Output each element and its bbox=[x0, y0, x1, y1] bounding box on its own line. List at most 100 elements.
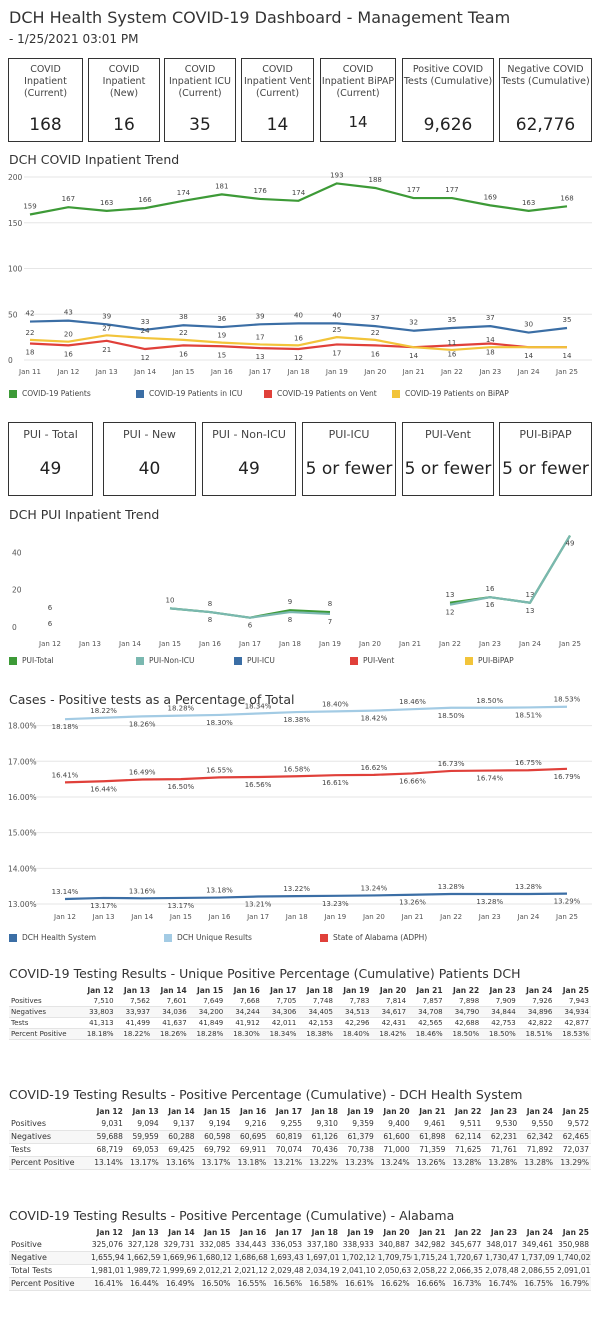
legend-swatch bbox=[350, 656, 358, 665]
pui-total-card: PUI - Total 49 bbox=[8, 422, 93, 496]
table-cell: 18.26% bbox=[152, 1028, 189, 1040]
table-cell: 13.16% bbox=[160, 1156, 197, 1170]
column-header: Jan 16 bbox=[239, 1107, 267, 1116]
legend-pui-icu: PUI-ICU bbox=[234, 656, 275, 665]
column-header: Jan 23 bbox=[489, 986, 516, 995]
legend-swatch bbox=[392, 389, 400, 398]
data-label: 174 bbox=[177, 189, 191, 197]
data-label: 16.75% bbox=[515, 759, 542, 767]
inpatient-trend-chart: 0 50 100 150 200 Jan 11 Jan 12 Jan 13 Jan 14 Jan … bbox=[8, 171, 592, 376]
table-alabama-title: COVID-19 Testing Results - Positive Perc… bbox=[9, 1208, 455, 1223]
legend-label: State of Alabama (ADPH) bbox=[333, 933, 428, 942]
data-label: 17 bbox=[256, 333, 265, 341]
x-tick-label: Jan 24 bbox=[516, 913, 539, 921]
table-row: Positives 7,510 7,562 7,601 7,649 7,668 7,705 7… bbox=[9, 996, 591, 1007]
table-cell: 34,896 bbox=[517, 1006, 555, 1018]
table-cell: 2,012,213 bbox=[196, 1264, 233, 1278]
column-header: Jan 20 bbox=[379, 986, 407, 995]
data-label: 16.61% bbox=[322, 779, 349, 787]
data-label: 16.73% bbox=[438, 760, 465, 768]
data-label: 13.26% bbox=[399, 899, 426, 907]
kpi-inpatient-current: COVID Inpatient (Current) 168 bbox=[8, 58, 83, 142]
kpi-label: PUI - New bbox=[123, 428, 176, 441]
data-label: 8 bbox=[208, 600, 212, 608]
series-line bbox=[29, 339, 567, 351]
legend-vent: COVID-19 Patients on Vent bbox=[264, 389, 377, 398]
kpi-label: PUI-ICU bbox=[328, 428, 370, 441]
x-tick-label: Jan 16 bbox=[210, 368, 233, 376]
data-label: 16 bbox=[64, 350, 73, 358]
data-label: 22 bbox=[371, 329, 380, 337]
row-label: Percent Positive bbox=[9, 1028, 79, 1040]
table-cell: 13.21% bbox=[268, 1156, 305, 1170]
data-label: 18 bbox=[26, 349, 35, 357]
data-label: 163 bbox=[100, 199, 113, 207]
legend-swatch bbox=[9, 933, 17, 942]
table-cell: 41,499 bbox=[115, 1017, 153, 1029]
table-cell: 13.14% bbox=[89, 1156, 125, 1170]
y-tick-label: 20 bbox=[12, 586, 22, 595]
table-cell: 16.79% bbox=[554, 1277, 591, 1291]
data-label: 188 bbox=[369, 176, 382, 184]
table-cell: 7,857 bbox=[408, 996, 445, 1007]
data-label: 39 bbox=[102, 312, 111, 320]
x-tick-label: Jan 25 bbox=[558, 640, 581, 648]
column-header: Jan 16 bbox=[233, 986, 260, 995]
data-label: 13.18% bbox=[206, 887, 233, 895]
table-cell: 1,693,435 bbox=[268, 1251, 305, 1265]
table-cell: 13.28% bbox=[483, 1156, 520, 1170]
table-cell: 18.53% bbox=[554, 1028, 591, 1040]
table-cell: 34,244 bbox=[225, 1006, 262, 1018]
table-cell: 13.17% bbox=[124, 1156, 161, 1170]
data-label: 18.53% bbox=[554, 696, 581, 704]
column-header: Jan 17 bbox=[270, 986, 297, 995]
table-cell: 348,017 bbox=[483, 1239, 520, 1252]
column-header: Jan 19 bbox=[347, 1228, 374, 1237]
table-cell: 18.34% bbox=[261, 1028, 299, 1040]
column-header: Jan 13 bbox=[123, 986, 151, 995]
table-cell: 69,911 bbox=[232, 1143, 269, 1157]
x-tick-label: Jan 20 bbox=[363, 368, 386, 376]
table-cell: 16.50% bbox=[196, 1277, 233, 1291]
table-cell: 7,562 bbox=[115, 996, 153, 1007]
x-tick-label: Jan 20 bbox=[358, 640, 381, 648]
x-tick-label: Jan 22 bbox=[438, 640, 461, 648]
table-cell: 13.17% bbox=[196, 1156, 233, 1170]
table-cell: 9,550 bbox=[519, 1118, 555, 1131]
data-label: 10 bbox=[166, 596, 175, 604]
table-cell: 13.23% bbox=[339, 1156, 376, 1170]
legend-label: PUI-Vent bbox=[363, 656, 395, 665]
x-tick-label: Jan 22 bbox=[439, 913, 462, 921]
data-label: 18.40% bbox=[322, 700, 349, 708]
table-cell: 2,021,123 bbox=[232, 1264, 269, 1278]
table-row: Percent Positive 16.41% 16.44% 16.49% 16.50%… bbox=[9, 1277, 591, 1291]
data-label: 12 bbox=[294, 354, 303, 362]
column-header: Jan 20 bbox=[383, 1107, 410, 1116]
pui-trend-chart: 0 20 40 Jan 12 Jan 13 Jan 14 Jan 15 Jan 16 Jan 1… bbox=[12, 535, 581, 648]
table-cell: 2,066,351 bbox=[447, 1264, 484, 1278]
table-cell: 69,053 bbox=[124, 1143, 161, 1157]
table-cell: 34,036 bbox=[152, 1006, 189, 1018]
data-label: 13.28% bbox=[515, 883, 542, 891]
table-cell: 16.66% bbox=[411, 1277, 448, 1291]
data-label: 35 bbox=[563, 316, 572, 324]
series-line bbox=[64, 705, 568, 721]
kpi-value: 5 or fewer bbox=[502, 459, 589, 479]
table-cell: 62,114 bbox=[447, 1130, 484, 1144]
column-header: Jan 22 bbox=[452, 986, 480, 995]
table-cell: 9,511 bbox=[447, 1118, 484, 1131]
table-cell: 1,715,242 bbox=[411, 1251, 448, 1265]
y-tick-label: 0 bbox=[8, 356, 13, 365]
series-line bbox=[64, 767, 568, 784]
table-cell: 1,730,471 bbox=[483, 1251, 520, 1265]
x-tick-label: Jan 18 bbox=[285, 913, 308, 921]
data-label: 38 bbox=[179, 313, 188, 321]
table-cell: 62,465 bbox=[554, 1130, 591, 1144]
kpi-label: COVID Inpatient (New) bbox=[102, 64, 146, 99]
data-label: 16 bbox=[179, 350, 188, 358]
column-header: Jan 13 bbox=[132, 1107, 159, 1116]
column-header: Jan 25 bbox=[562, 1228, 589, 1237]
data-label: 16.62% bbox=[361, 764, 388, 772]
column-header: Jan 15 bbox=[204, 1107, 231, 1116]
table-cell: 13.22% bbox=[304, 1156, 340, 1170]
